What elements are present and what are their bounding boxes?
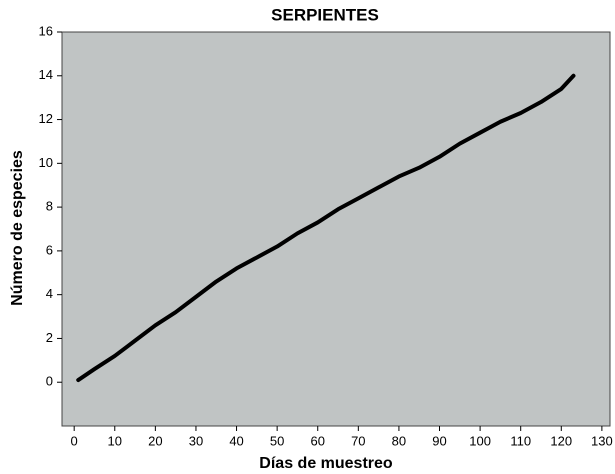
x-tick-label: 40 [229,433,243,448]
x-tick-label: 100 [469,433,491,448]
y-tick-label: 16 [39,23,53,38]
x-tick-label: 130 [591,433,613,448]
x-tick-label: 20 [148,433,162,448]
x-tick-label: 0 [71,433,78,448]
y-axis-label: Número de especies [9,150,26,306]
y-tick-label: 12 [39,111,53,126]
x-tick-label: 10 [108,433,122,448]
x-tick-label: 50 [270,433,284,448]
x-tick-label: 120 [550,433,572,448]
x-axis-label: Días de muestreo [259,455,393,472]
y-tick-label: 8 [46,199,53,214]
plot-area [61,31,611,427]
y-tick-label: 6 [46,242,53,257]
x-tick-label: 80 [392,433,406,448]
x-tick-label: 70 [351,433,365,448]
x-tick-label: 90 [432,433,446,448]
y-tick-label: 10 [39,155,53,170]
data-line [76,73,576,383]
y-tick-label: 2 [46,330,53,345]
x-tick-label: 30 [189,433,203,448]
y-tick-label: 4 [46,286,53,301]
y-tick-label: 14 [39,67,53,82]
chart-title: SERPIENTES [271,5,379,24]
y-tick-label: 0 [46,374,53,389]
x-tick-label: 110 [510,433,531,448]
x-tick-label: 60 [310,433,324,448]
